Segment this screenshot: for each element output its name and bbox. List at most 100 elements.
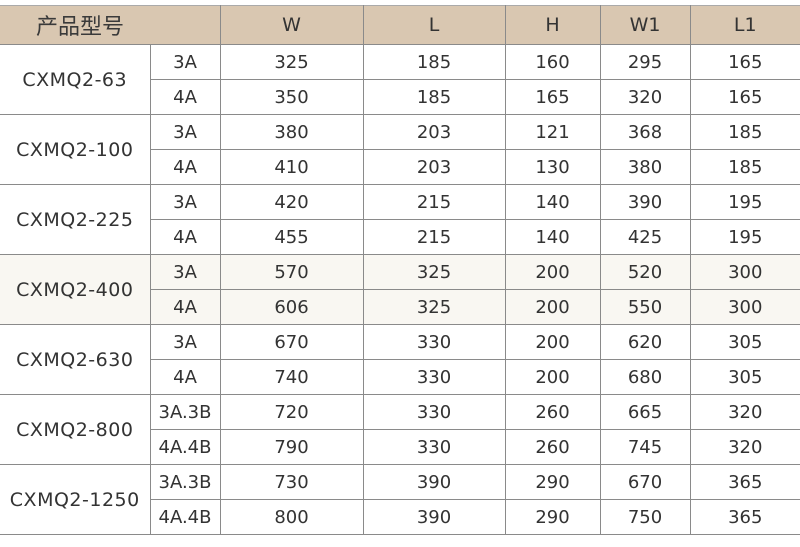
type-cell: 3A bbox=[149, 254, 221, 290]
value-cell: 420 bbox=[219, 184, 364, 220]
type-cell: 4A bbox=[150, 219, 221, 255]
value-cell: 195 bbox=[689, 184, 800, 220]
value-cell: 215 bbox=[362, 219, 506, 255]
value-cell: 130 bbox=[504, 149, 601, 185]
table-row: CXMQ2-100 3A 380 203 121 368 185 bbox=[0, 114, 800, 185]
value-cell: 410 bbox=[219, 149, 364, 185]
model-cell: CXMQ2-630 bbox=[0, 324, 151, 395]
value-cell: 260 bbox=[504, 429, 601, 465]
value-cell: 330 bbox=[362, 359, 506, 395]
value-cell: 740 bbox=[219, 359, 364, 395]
model-cell: CXMQ2-400 bbox=[0, 254, 151, 325]
value-cell: 325 bbox=[219, 44, 364, 80]
value-cell: 160 bbox=[504, 44, 601, 80]
type-cell: 3A bbox=[149, 114, 221, 150]
value-cell: 200 bbox=[504, 359, 601, 395]
value-cell: 390 bbox=[362, 464, 506, 500]
type-cell: 3A.3B bbox=[149, 394, 221, 430]
value-cell: 365 bbox=[689, 499, 800, 535]
type-cell: 4A bbox=[150, 359, 221, 395]
value-cell: 550 bbox=[599, 289, 691, 325]
value-cell: 200 bbox=[504, 324, 601, 360]
value-cell: 380 bbox=[219, 114, 364, 150]
header-h: H bbox=[504, 5, 601, 45]
value-cell: 300 bbox=[689, 289, 800, 325]
value-cell: 165 bbox=[689, 44, 800, 80]
model-cell: CXMQ2-800 bbox=[0, 394, 151, 465]
value-cell: 200 bbox=[504, 254, 601, 290]
value-cell: 325 bbox=[362, 254, 506, 290]
value-cell: 425 bbox=[599, 219, 691, 255]
value-cell: 520 bbox=[599, 254, 691, 290]
value-cell: 165 bbox=[504, 79, 601, 115]
value-cell: 730 bbox=[219, 464, 364, 500]
value-cell: 121 bbox=[504, 114, 601, 150]
type-cell: 4A.4B bbox=[150, 499, 221, 535]
value-cell: 606 bbox=[219, 289, 364, 325]
value-cell: 295 bbox=[599, 44, 691, 80]
value-cell: 260 bbox=[504, 394, 601, 430]
value-cell: 185 bbox=[362, 44, 506, 80]
header-row: 产品型号 W L H W1 L1 bbox=[0, 5, 800, 45]
model-cell: CXMQ2-1250 bbox=[0, 464, 151, 535]
model-cell: CXMQ2-63 bbox=[0, 44, 151, 115]
type-cell: 3A bbox=[149, 324, 221, 360]
value-cell: 330 bbox=[362, 324, 506, 360]
value-cell: 320 bbox=[689, 394, 800, 430]
value-cell: 305 bbox=[689, 324, 800, 360]
value-cell: 670 bbox=[599, 464, 691, 500]
table-row: CXMQ2-1250 3A.3B 730 390 290 670 365 bbox=[0, 464, 800, 535]
value-cell: 195 bbox=[689, 219, 800, 255]
model-cell: CXMQ2-100 bbox=[0, 114, 151, 185]
value-cell: 365 bbox=[689, 464, 800, 500]
value-cell: 185 bbox=[689, 114, 800, 150]
header-model: 产品型号 bbox=[0, 5, 221, 45]
value-cell: 320 bbox=[689, 429, 800, 465]
value-cell: 140 bbox=[504, 219, 601, 255]
value-cell: 330 bbox=[362, 394, 506, 430]
value-cell: 290 bbox=[504, 464, 601, 500]
value-cell: 300 bbox=[689, 254, 800, 290]
value-cell: 305 bbox=[689, 359, 800, 395]
type-cell: 4A bbox=[150, 289, 221, 325]
value-cell: 750 bbox=[599, 499, 691, 535]
table-row: CXMQ2-225 3A 420 215 140 390 195 bbox=[0, 184, 800, 255]
header-l1: L1 bbox=[689, 5, 800, 45]
value-cell: 380 bbox=[599, 149, 691, 185]
value-cell: 390 bbox=[362, 499, 506, 535]
header-l: L bbox=[362, 5, 506, 45]
value-cell: 368 bbox=[599, 114, 691, 150]
table-row: 4A.4B 800 390 290 750 365 bbox=[0, 499, 800, 535]
value-cell: 290 bbox=[504, 499, 601, 535]
value-cell: 350 bbox=[219, 79, 364, 115]
value-cell: 680 bbox=[599, 359, 691, 395]
value-cell: 670 bbox=[219, 324, 364, 360]
type-cell: 3A bbox=[149, 44, 221, 80]
header-w1: W1 bbox=[599, 5, 691, 45]
table-row: 4A 606 325 200 550 300 bbox=[0, 289, 800, 325]
table-row: CXMQ2-800 3A.3B 720 330 260 665 320 bbox=[0, 394, 800, 465]
type-cell: 3A bbox=[149, 184, 221, 220]
value-cell: 185 bbox=[362, 79, 506, 115]
header-w: W bbox=[219, 5, 364, 45]
value-cell: 165 bbox=[689, 79, 800, 115]
type-cell: 4A bbox=[150, 149, 221, 185]
value-cell: 800 bbox=[219, 499, 364, 535]
value-cell: 200 bbox=[504, 289, 601, 325]
model-cell: CXMQ2-225 bbox=[0, 184, 151, 255]
value-cell: 570 bbox=[219, 254, 364, 290]
table-row: CXMQ2-630 3A 670 330 200 620 305 bbox=[0, 324, 800, 395]
type-cell: 3A.3B bbox=[149, 464, 221, 500]
value-cell: 320 bbox=[599, 79, 691, 115]
value-cell: 215 bbox=[362, 184, 506, 220]
value-cell: 790 bbox=[219, 429, 364, 465]
value-cell: 455 bbox=[219, 219, 364, 255]
table-row: 4A 455 215 140 425 195 bbox=[0, 219, 800, 255]
table-row: CXMQ2-63 3A 325 185 160 295 165 bbox=[0, 44, 800, 115]
value-cell: 745 bbox=[599, 429, 691, 465]
type-cell: 4A bbox=[150, 79, 221, 115]
value-cell: 140 bbox=[504, 184, 601, 220]
value-cell: 720 bbox=[219, 394, 364, 430]
value-cell: 620 bbox=[599, 324, 691, 360]
value-cell: 185 bbox=[689, 149, 800, 185]
